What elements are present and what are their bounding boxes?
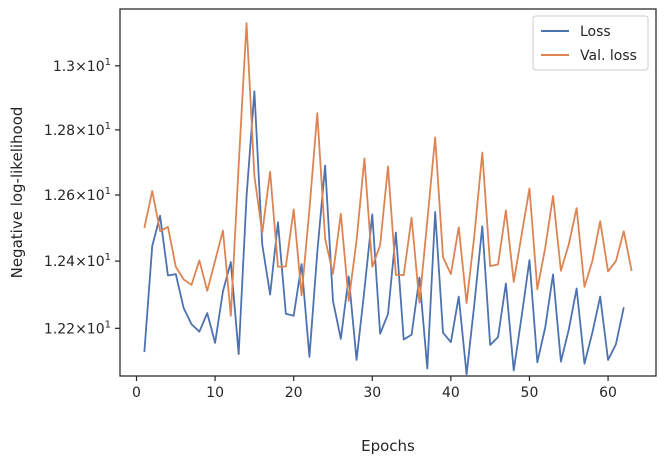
x-tick-label: 30: [363, 385, 381, 401]
y-tick-label: 1.26×101: [44, 186, 111, 204]
legend-label-loss: Loss: [580, 24, 611, 40]
y-tick-label: 1.24×101: [44, 252, 111, 270]
legend-label-val-loss: Val. loss: [580, 48, 637, 64]
series-line-val-loss: [143, 22, 633, 317]
y-tick-label: 1.3×101: [53, 57, 111, 75]
x-tick-label: 40: [442, 385, 460, 401]
plot-frame: [119, 8, 657, 377]
x-tick-label: 0: [132, 385, 141, 401]
x-axis-label: Epochs: [361, 437, 415, 455]
x-tick-layer: 0 10 20 30 40 50 60: [132, 376, 617, 401]
y-tick-label: 1.22×101: [44, 319, 111, 337]
series-layer: [143, 22, 633, 376]
y-tick-label: 1.28×101: [44, 121, 111, 139]
legend-box: [532, 15, 649, 71]
x-tick-label: 50: [521, 385, 539, 401]
y-axis-label: Negative log-likelihood: [8, 107, 26, 279]
x-tick-label: 10: [206, 385, 224, 401]
x-tick-label: 20: [285, 385, 303, 401]
legend: Loss Val. loss: [532, 15, 649, 71]
x-tick-label: 60: [599, 385, 617, 401]
series-line-loss: [143, 90, 625, 376]
y-tick-layer: 1.22×101 1.24×101 1.26×101 1.28×101 1.3×101: [44, 57, 120, 337]
